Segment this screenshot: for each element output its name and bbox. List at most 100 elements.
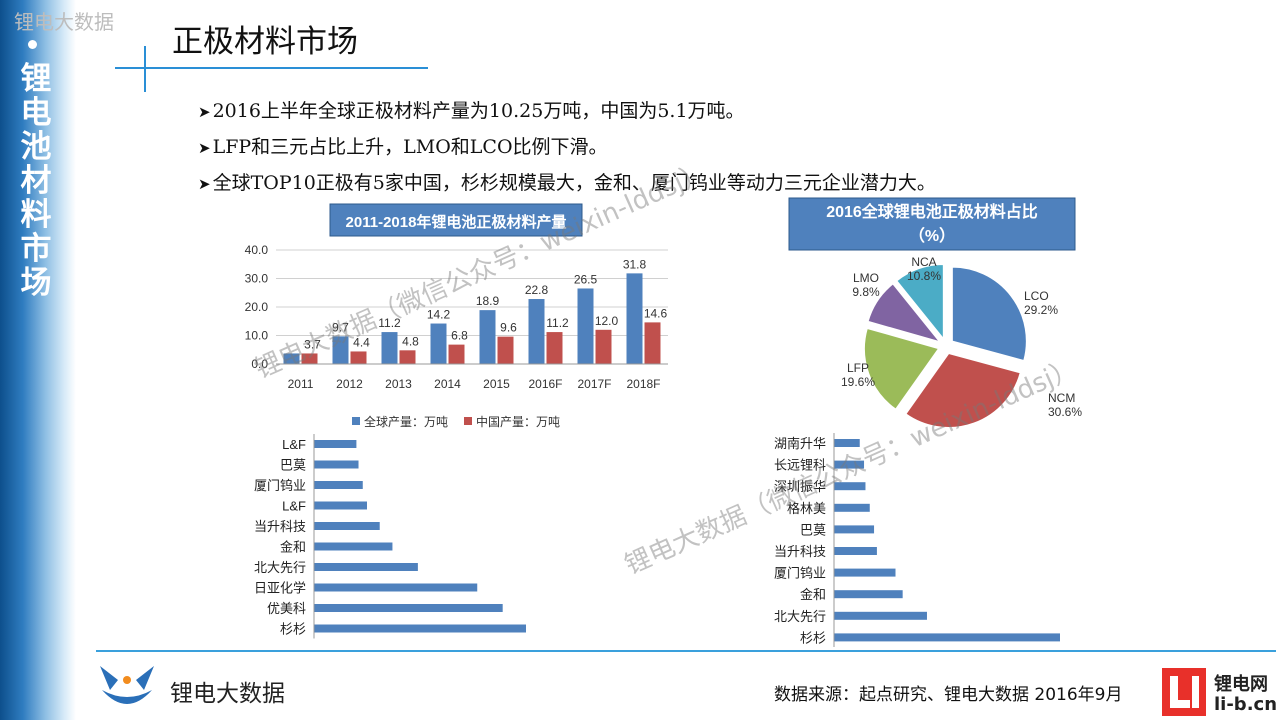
data-label: 26.5	[574, 272, 598, 286]
brand-logo-icon	[100, 666, 154, 704]
x-tick-label: 2016F	[528, 377, 562, 391]
data-label: 31.8	[623, 257, 647, 271]
bar	[834, 439, 860, 447]
x-tick-label: 2012	[336, 377, 363, 391]
category-label: 格林美	[787, 501, 826, 516]
bar	[834, 633, 1060, 642]
bar	[834, 547, 877, 555]
pie-slice	[905, 352, 1021, 428]
arrow-icon: ➤	[198, 103, 211, 121]
category-label: 北大先行	[774, 609, 826, 624]
bar	[834, 568, 896, 577]
pie-value-label: 10.8%	[907, 269, 941, 283]
x-tick-label: 2017F	[577, 377, 611, 391]
bar	[314, 440, 357, 448]
pie-value-label: 19.6%	[841, 375, 875, 389]
category-label: 当升科技	[774, 544, 826, 559]
category-label: 巴莫	[800, 522, 826, 537]
pie-value-label: 30.6%	[1048, 405, 1082, 419]
bullet-item: ➤ 全球TOP10正极有5家中国，杉杉规模最大，金和、厦门钨业等动力三元企业潜力大…	[198, 166, 936, 202]
bar	[301, 353, 318, 364]
category-label: 日亚化学	[254, 581, 306, 596]
bar	[314, 624, 526, 633]
data-source: 数据来源：起点研究、锂电大数据 2016年9月	[774, 685, 1123, 705]
pie-label: LMO	[853, 271, 879, 285]
bar	[834, 525, 875, 534]
data-label: 22.8	[525, 283, 549, 297]
category-label: 杉杉	[800, 630, 826, 645]
bar	[314, 583, 478, 592]
category-label: 当升科技	[254, 519, 306, 534]
bullet-dot	[28, 40, 37, 49]
bar	[314, 481, 363, 489]
sidebar-title: 锂电池材料市场	[20, 61, 52, 301]
data-label: 4.4	[353, 335, 370, 349]
data-label: 9.6	[500, 321, 517, 335]
bar	[497, 336, 514, 364]
footer-rule	[96, 650, 1276, 652]
y-tick-label: 10.0	[245, 329, 269, 343]
bar	[577, 288, 594, 364]
bar	[626, 273, 643, 364]
bar	[834, 482, 866, 491]
y-tick-label: 40.0	[245, 243, 269, 257]
bar	[834, 460, 865, 469]
pie-title-box	[788, 197, 1076, 251]
pie-label: NCA	[911, 255, 936, 269]
category-label: 金和	[800, 587, 826, 602]
title-horizontal-rule	[115, 67, 428, 69]
legend-swatch	[352, 417, 360, 425]
category-label: 巴莫	[280, 458, 306, 473]
y-tick-label: 30.0	[245, 272, 269, 286]
data-label: 4.8	[402, 334, 419, 348]
bar	[430, 323, 447, 364]
data-label: 3.7	[304, 337, 321, 351]
bar	[399, 350, 416, 364]
y-tick-label: 0.0	[251, 357, 268, 371]
category-label: 优美科	[267, 601, 306, 616]
pie-slice	[863, 327, 940, 410]
corner-watermark: 锂电大数据	[14, 10, 114, 34]
arrow-icon: ➤	[198, 139, 211, 157]
pie-title-line1: 2016全球锂电池正极材料占比	[826, 202, 1038, 221]
pie-slice	[867, 283, 941, 343]
sidebar: 锂电池材料市场	[0, 0, 76, 720]
data-label: 18.9	[476, 294, 500, 308]
legend-label: 中国产量：万吨	[476, 414, 560, 429]
x-tick-label: 2011	[288, 377, 314, 391]
bar	[381, 332, 398, 364]
category-label: 厦门钨业	[254, 478, 306, 493]
pie-slice	[951, 266, 1027, 362]
production-bar-chart: 2011-2018年锂电池正极材料产量 3.79.74.411.24.814.2…	[245, 203, 668, 429]
bar	[314, 460, 359, 469]
category-label: L&F	[282, 499, 306, 514]
category-label: 杉杉	[280, 622, 306, 637]
bar	[834, 611, 927, 620]
data-label: 9.7	[332, 320, 349, 334]
x-tick-label: 2015	[483, 377, 510, 391]
title-vertical-rule	[144, 46, 146, 92]
legend-label: 全球产量：万吨	[364, 414, 448, 429]
bar	[314, 522, 380, 530]
brand-name: 锂电网	[1214, 674, 1268, 695]
bullet-item: ➤ 2016上半年全球正极材料产量为10.25万吨，中国为5.1万吨。	[198, 94, 936, 130]
chart-title-box	[329, 203, 583, 237]
pie-value-label: 9.8%	[852, 285, 880, 299]
bar	[314, 542, 393, 551]
data-label: 6.8	[451, 329, 468, 343]
data-label: 14.6	[644, 306, 668, 320]
bullet-item: ➤ LFP和三元占比上升，LMO和LCO比例下滑。	[198, 130, 936, 166]
bar	[546, 332, 563, 364]
pie-value-label: 29.2%	[1024, 303, 1058, 317]
data-label: 11.2	[378, 316, 401, 330]
bullet-list: ➤ 2016上半年全球正极材料产量为10.25万吨，中国为5.1万吨。 ➤ LFP和…	[198, 94, 936, 202]
category-label: 湖南升华	[774, 436, 826, 451]
share-pie-chart: 2016全球锂电池正极材料占比 （%） LCO29.2%NCM30.6%LFP1…	[788, 197, 1082, 428]
bar	[283, 353, 300, 364]
bar	[448, 344, 465, 364]
category-label: 厦门钨业	[774, 566, 826, 581]
bar	[479, 310, 496, 364]
y-tick-label: 20.0	[245, 300, 269, 314]
category-label: 深圳振华	[774, 479, 826, 494]
